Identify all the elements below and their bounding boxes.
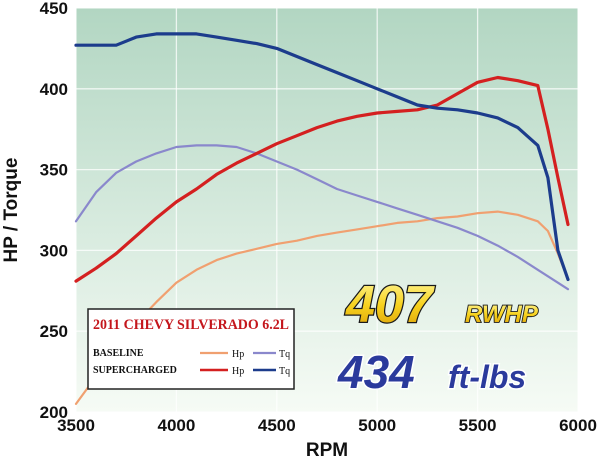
series-line-baseline-hp [74,210,570,405]
y-tick-label: 350 [40,161,68,180]
peak-torque-callout: 434 ft-lbs [336,345,528,400]
legend-key-supercharged-tq: Tq [279,366,290,377]
y-tick-labels: 200 250 300 350 400 450 [40,0,68,422]
y-tick-label: 400 [40,80,68,99]
legend-row-supercharged-label: SUPERCHARGED [93,365,177,376]
legend-key-baseline-hp: Hp [232,349,244,360]
x-tick-label: 4000 [157,416,195,435]
peak-torque-value: 434 [337,346,415,398]
peak-hp-value: 407 [345,276,435,334]
x-tick-labels: 3500 4000 4500 5000 5500 6000 [57,416,597,435]
peak-hp-callout: 407 RWHP [344,275,540,336]
series-line-supercharged-tq [74,32,570,282]
series-line-supercharged-hp [74,75,570,283]
legend-key-baseline-tq: Tq [279,349,290,360]
y-tick-label: 450 [40,0,68,18]
legend-row-baseline-label: BASELINE [93,348,144,359]
series-layer [74,32,570,405]
y-tick-label: 300 [40,241,68,260]
legend-title: 2011 CHEVY SILVERADO 6.2L [93,317,289,333]
y-tick-label: 200 [40,403,68,422]
peak-torque-unit: ft-lbs [448,359,526,395]
legend-background [87,308,295,390]
x-tick-label: 3500 [57,416,95,435]
x-tick-label: 6000 [559,416,597,435]
legend-key-supercharged-hp: Hp [232,366,244,377]
x-tick-label: 4500 [258,416,296,435]
peak-hp-unit: RWHP [465,301,539,328]
x-axis-title: RPM [306,440,348,461]
y-axis-title: HP / Torque [1,158,22,263]
legend-box: 2011 CHEVY SILVERADO 6.2L BASELINE Hp Tq… [87,308,295,390]
x-tick-label: 5000 [358,416,396,435]
x-tick-label: 5500 [459,416,497,435]
y-tick-label: 250 [40,322,68,341]
series-line-baseline-tq [74,144,570,291]
